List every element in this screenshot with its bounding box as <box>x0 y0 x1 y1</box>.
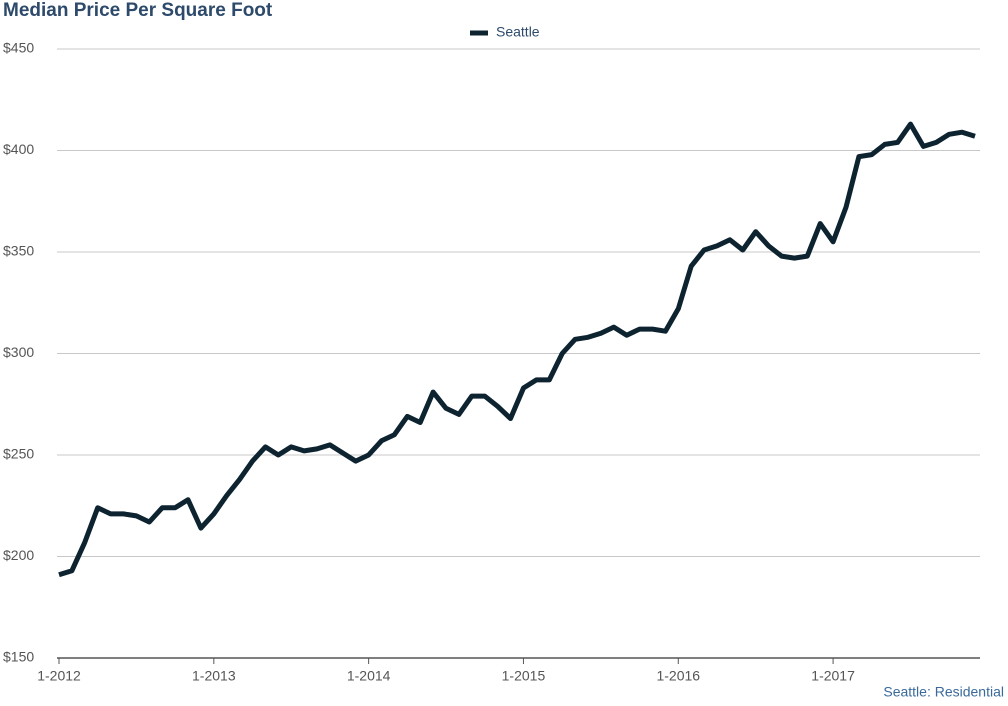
y-tick-label: $400 <box>3 141 34 157</box>
series-line <box>58 121 976 578</box>
x-tick-label: 1-2015 <box>502 668 546 684</box>
x-tick-label: 1-2012 <box>37 668 81 684</box>
y-tick-label: $350 <box>3 243 34 259</box>
legend-label: Seattle <box>496 24 540 40</box>
x-tick-label: 1-2013 <box>192 668 236 684</box>
y-tick-label: $450 <box>3 40 34 56</box>
x-tick-label: 1-2016 <box>656 668 700 684</box>
chart-title: Median Price Per Square Foot <box>3 0 273 21</box>
x-tick-label: 1-2017 <box>811 668 855 684</box>
x-tick-label: 1-2014 <box>347 668 391 684</box>
credit: Seattle: Residential <box>883 684 1004 700</box>
y-tick-label: $200 <box>3 547 34 563</box>
y-tick-label: $300 <box>3 344 34 360</box>
y-tick-label: $250 <box>3 446 34 462</box>
y-tick-label: $150 <box>3 649 34 665</box>
